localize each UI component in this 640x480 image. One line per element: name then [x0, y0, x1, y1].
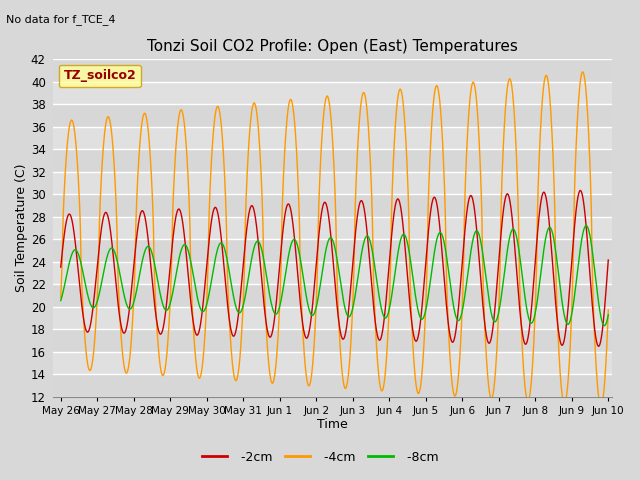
- Bar: [53, 149, 612, 172]
- X-axis label: Time: Time: [317, 419, 348, 432]
- Y-axis label: Soil Temperature (C): Soil Temperature (C): [15, 164, 28, 292]
- Legend: : [59, 65, 141, 87]
- Bar: [53, 60, 612, 82]
- Text: No data for f_TCE_4: No data for f_TCE_4: [6, 14, 116, 25]
- Bar: [53, 194, 612, 217]
- Bar: [53, 104, 612, 127]
- Title: Tonzi Soil CO2 Profile: Open (East) Temperatures: Tonzi Soil CO2 Profile: Open (East) Temp…: [147, 39, 518, 54]
- Bar: [53, 374, 612, 396]
- Legend:  -2cm,  -4cm,  -8cm: -2cm, -4cm, -8cm: [196, 446, 444, 469]
- Bar: [53, 239, 612, 262]
- Bar: [53, 284, 612, 307]
- Bar: [53, 329, 612, 352]
